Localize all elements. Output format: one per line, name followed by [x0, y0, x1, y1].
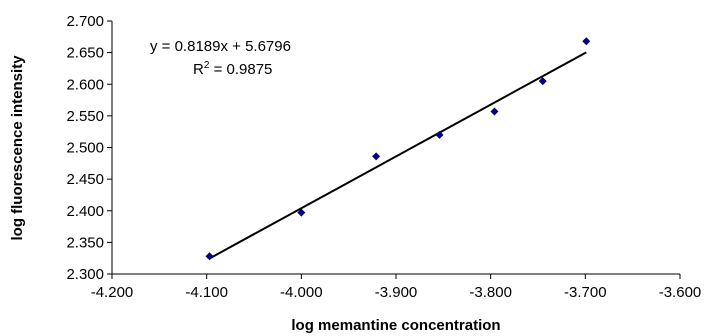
data-point: [297, 208, 306, 217]
x-tick-label: -3.900: [375, 284, 418, 301]
x-tick-label: -3.600: [659, 284, 702, 301]
y-tick-label: 2.450: [66, 171, 104, 188]
x-tick-label: -3.800: [469, 284, 512, 301]
y-tick-label: 2.650: [66, 45, 104, 62]
x-axis-title: log memantine concentration: [291, 317, 500, 334]
data-point: [372, 152, 381, 161]
x-tick-label: -4.100: [185, 284, 228, 301]
data-point: [538, 77, 547, 86]
x-tick-label: -3.700: [564, 284, 607, 301]
trendline-equation: y = 0.8189x + 5.6796: [150, 38, 291, 55]
data-point: [582, 37, 591, 46]
y-tick-label: 2.300: [66, 266, 104, 283]
x-tick-label: -4.000: [280, 284, 323, 301]
trendline: [209, 51, 587, 260]
y-tick-label: 2.500: [66, 140, 104, 157]
y-tick-label: 2.350: [66, 234, 104, 251]
data-point: [205, 252, 214, 261]
r-squared-label: R2 = 0.9875: [193, 60, 272, 78]
x-tick-label: -4.200: [91, 284, 134, 301]
data-point: [490, 107, 499, 116]
x-ticks: -4.200 -4.100 -4.000 -3.900 -3.800 -3.700 -3.6…: [91, 274, 702, 301]
data-point: [435, 130, 444, 139]
y-tick-label: 2.700: [66, 13, 104, 30]
y-axis-title: log fluorescence intensity: [9, 55, 26, 241]
y-ticks: 2.300 2.350 2.400 2.450 2.500 2.550 2.600 2.650…: [66, 13, 112, 283]
y-tick-label: 2.400: [66, 203, 104, 220]
y-tick-label: 2.550: [66, 108, 104, 125]
data-points: [205, 37, 591, 261]
axes: [111, 21, 680, 275]
y-tick-label: 2.600: [66, 76, 104, 93]
